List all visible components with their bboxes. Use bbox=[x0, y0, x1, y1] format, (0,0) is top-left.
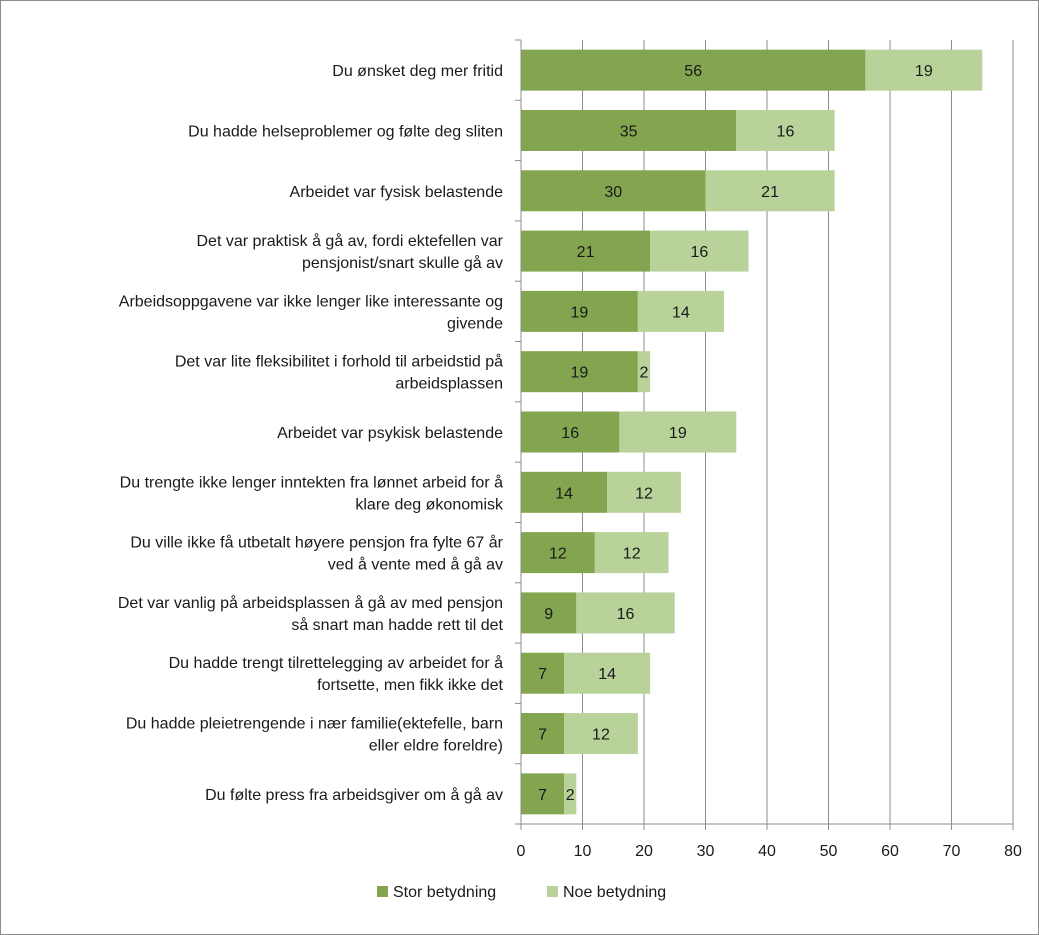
category-label-5-line-0: Det var lite fleksibilitet i forhold til… bbox=[175, 353, 503, 371]
data-label-stor-1: 35 bbox=[620, 123, 638, 140]
bar-stor-8 bbox=[521, 532, 595, 574]
legend-swatch-stor bbox=[377, 886, 388, 897]
data-label-stor-11: 7 bbox=[538, 727, 547, 744]
category-label-8-line-1: ved å vente med å gå av bbox=[328, 556, 503, 574]
category-label-9-line-1: så snart man hadde rett til det bbox=[291, 616, 503, 634]
category-label-4-line-0: Arbeidsoppgavene var ikke lenger like in… bbox=[119, 293, 503, 310]
bar-stor-5 bbox=[521, 351, 638, 393]
data-label-noe-4: 14 bbox=[672, 304, 690, 321]
data-label-stor-2: 30 bbox=[604, 184, 622, 201]
category-label-6: Arbeidet var psykisk belastende bbox=[277, 425, 503, 442]
category-label-3-line-1: pensjonist/snart skulle gå av bbox=[302, 254, 503, 272]
data-label-stor-4: 19 bbox=[571, 304, 589, 321]
x-tick-label-60: 60 bbox=[881, 843, 899, 860]
data-label-stor-7: 14 bbox=[555, 485, 573, 502]
data-label-stor-8: 12 bbox=[549, 546, 567, 563]
data-label-stor-3: 21 bbox=[577, 244, 595, 261]
category-label-11-line-1: eller eldre foreldre) bbox=[369, 738, 503, 755]
data-label-stor-9: 9 bbox=[544, 606, 553, 623]
bar-stor-0 bbox=[521, 49, 866, 91]
category-labels: Du ønsket deg mer fritid Du hadde helsepr… bbox=[118, 63, 504, 804]
data-label-noe-8: 12 bbox=[623, 546, 641, 563]
bar-noe-7 bbox=[607, 471, 681, 513]
category-label-7-line-1: klare deg økonomisk bbox=[355, 496, 504, 513]
bar-stor-1 bbox=[521, 109, 737, 151]
category-label-12: Du følte press fra arbeidsgiver om å gå … bbox=[205, 786, 503, 804]
category-label-8-line-0: Du ville ikke få utbetalt høyere pensjon… bbox=[130, 534, 503, 552]
data-label-noe-7: 12 bbox=[635, 485, 653, 502]
data-label-stor-5: 19 bbox=[571, 365, 589, 382]
legend-swatch-noe bbox=[547, 886, 558, 897]
x-tick-label-20: 20 bbox=[635, 843, 653, 860]
data-label-stor-6: 16 bbox=[561, 425, 579, 442]
bar-noe-9 bbox=[576, 592, 675, 634]
category-label-3-line-0: Det var praktisk å gå av, fordi ektefell… bbox=[196, 232, 503, 250]
legend: Stor betydning Noe betydning bbox=[377, 884, 666, 901]
data-label-stor-0: 56 bbox=[684, 63, 702, 80]
data-label-noe-12: 2 bbox=[566, 787, 575, 804]
bar-stor-11 bbox=[521, 713, 565, 755]
x-tick-label-30: 30 bbox=[697, 843, 715, 860]
x-tick-label-10: 10 bbox=[574, 843, 592, 860]
bar-noe-10 bbox=[564, 652, 651, 694]
axes bbox=[515, 39, 1014, 830]
bar-noe-11 bbox=[564, 713, 638, 755]
category-label-7-line-0: Du trengte ikke lenger inntekten fra løn… bbox=[120, 473, 503, 491]
bar-stor-4 bbox=[521, 290, 638, 332]
bar-stor-6 bbox=[521, 411, 620, 453]
data-label-stor-12: 7 bbox=[538, 787, 547, 804]
category-label-5-line-1: arbeidsplassen bbox=[395, 376, 503, 393]
data-label-stor-10: 7 bbox=[538, 666, 547, 683]
data-label-noe-6: 19 bbox=[669, 425, 687, 442]
data-label-noe-0: 19 bbox=[915, 63, 933, 80]
bars: 56 19 35 16 30 21 21 16 19 14 19 2 16 19 14 12 12 12 9 16 7 1… bbox=[521, 49, 983, 815]
data-label-noe-2: 21 bbox=[761, 184, 779, 201]
bar-noe-8 bbox=[594, 532, 669, 574]
category-label-11-line-0: Du hadde pleietrengende i nær familie(ek… bbox=[126, 716, 503, 733]
bar-noe-6 bbox=[619, 411, 737, 453]
x-tick-label-40: 40 bbox=[758, 843, 776, 860]
x-tick-label-0: 0 bbox=[517, 843, 526, 860]
bar-noe-5 bbox=[637, 351, 651, 393]
bar-noe-1 bbox=[736, 109, 835, 151]
bar-noe-3 bbox=[650, 230, 749, 272]
bar-stor-2 bbox=[521, 170, 706, 212]
data-label-noe-5: 2 bbox=[640, 365, 649, 382]
bar-noe-4 bbox=[637, 290, 724, 332]
data-label-noe-10: 14 bbox=[598, 666, 616, 683]
category-label-0: Du ønsket deg mer fritid bbox=[332, 63, 503, 80]
category-label-10-line-1: fortsette, men fikk ikke det bbox=[317, 677, 503, 694]
bar-noe-0 bbox=[865, 49, 983, 91]
category-label-4-line-1: givende bbox=[447, 315, 503, 332]
bar-noe-2 bbox=[705, 170, 835, 212]
x-tick-label-80: 80 bbox=[1004, 843, 1022, 860]
category-label-2: Arbeidet var fysisk belastende bbox=[290, 184, 504, 201]
category-label-9-line-0: Det var vanlig på arbeidsplassen å gå av… bbox=[118, 594, 503, 612]
legend-label-stor: Stor betydning bbox=[393, 884, 496, 901]
category-label-10-line-0: Du hadde trengt tilrettelegging av arbei… bbox=[169, 654, 504, 672]
data-label-noe-1: 16 bbox=[777, 123, 795, 140]
bar-stor-3 bbox=[521, 230, 651, 272]
bar-stor-7 bbox=[521, 471, 608, 513]
x-tick-label-70: 70 bbox=[943, 843, 961, 860]
data-label-noe-9: 16 bbox=[617, 606, 635, 623]
x-tick-label-50: 50 bbox=[820, 843, 838, 860]
bar-noe-12 bbox=[564, 773, 577, 815]
bar-stor-10 bbox=[521, 652, 565, 694]
legend-label-noe: Noe betydning bbox=[563, 884, 666, 901]
bar-stor-9 bbox=[521, 592, 577, 634]
category-label-1: Du hadde helseproblemer og følte deg sli… bbox=[188, 123, 503, 140]
bar-stor-12 bbox=[521, 773, 565, 815]
data-label-noe-11: 12 bbox=[592, 727, 610, 744]
data-label-noe-3: 16 bbox=[690, 244, 708, 261]
x-tick-labels: 0 10 20 30 40 50 60 70 80 bbox=[517, 843, 1022, 860]
